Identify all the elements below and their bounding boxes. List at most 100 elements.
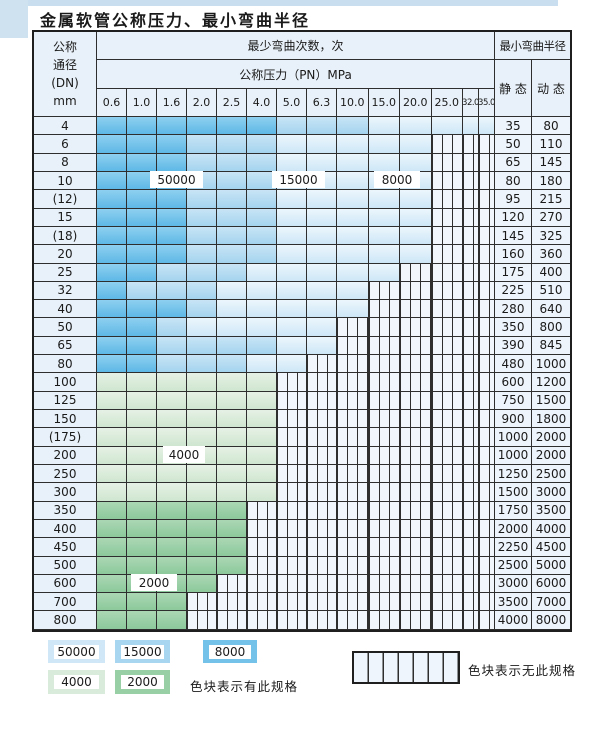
pressure-value-header: 25.0 [431, 89, 463, 117]
spec-cell [157, 208, 187, 227]
no-spec-cell [307, 464, 337, 484]
no-spec-cell [431, 391, 463, 410]
no-spec-cell [368, 355, 400, 374]
dn-cell: 20 [34, 245, 97, 264]
no-spec-cell [337, 538, 369, 557]
spec-cell [157, 190, 187, 209]
static-radius-cell: 145 [495, 226, 532, 246]
spec-cell [400, 245, 432, 264]
no-spec-cell [307, 501, 337, 520]
no-spec-cell [368, 501, 400, 520]
no-spec-cell [368, 391, 400, 410]
no-spec-cell [463, 410, 479, 429]
no-spec-cell [463, 336, 479, 356]
no-spec-cell [463, 501, 479, 520]
no-spec-cell [479, 355, 495, 374]
legend-label-15000: 15000 [121, 644, 164, 659]
spec-cell [337, 300, 369, 319]
no-spec-cell [400, 538, 432, 557]
table-row-dn-400: 400 2000 4000 [34, 519, 570, 539]
no-spec-cell [247, 519, 277, 539]
spec-cell [217, 538, 247, 557]
no-spec-cell [479, 208, 495, 227]
spec-cell [247, 281, 277, 301]
static-radius-cell: 2000 [495, 519, 532, 539]
no-spec-cell [400, 556, 432, 575]
no-spec-cell [463, 611, 479, 630]
spec-cell [97, 428, 127, 447]
no-spec-cell [479, 391, 495, 410]
dn-cell: 450 [34, 538, 97, 557]
spec-cell [307, 245, 337, 264]
dn-cell: 6 [34, 135, 97, 154]
table-row-dn-15: 15 120 270 [34, 208, 570, 227]
no-spec-cell [307, 483, 337, 502]
dynamic-radius-cell: 2000 [532, 428, 570, 447]
spec-cell [127, 556, 157, 575]
no-spec-cell [400, 391, 432, 410]
no-spec-cell [400, 446, 432, 465]
table-row-dn-200: 200 1000 2000 [34, 446, 570, 465]
no-spec-cell [431, 611, 463, 630]
no-spec-cell [400, 336, 432, 356]
no-spec-cell [400, 501, 432, 520]
spec-cell [97, 226, 127, 246]
no-spec-cell [400, 281, 432, 301]
dynamic-radius-cell: 80 [532, 117, 570, 136]
no-spec-cell [337, 318, 369, 337]
spec-cell [127, 355, 157, 374]
spec-cell [368, 263, 400, 282]
no-spec-cell [463, 135, 479, 154]
spec-cell [127, 336, 157, 356]
spec-cell [187, 226, 217, 246]
spec-cell [307, 153, 337, 172]
dn-cell: 600 [34, 574, 97, 594]
no-spec-cell [463, 538, 479, 557]
no-spec-cell [400, 611, 432, 630]
pressure-value-header: 35.0 [479, 89, 495, 117]
no-spec-cell [337, 428, 369, 447]
spec-cell [368, 226, 400, 246]
cycles-label-50000: 50000 [150, 171, 203, 188]
spec-cell [187, 519, 217, 539]
spec-cell [97, 574, 127, 594]
pressure-values-row: 0.6 1.0 1.6 2.0 2.5 4.0 5.0 6.3 10.0 15.0 20.0 25.0… [97, 89, 495, 117]
spec-cell [217, 117, 247, 136]
spec-cell [127, 373, 157, 392]
no-spec-cell [463, 226, 479, 246]
static-radius-cell: 2500 [495, 556, 532, 575]
dynamic-radius-cell: 4000 [532, 519, 570, 539]
pressure-value-header: 15.0 [368, 89, 400, 117]
no-spec-cell [247, 538, 277, 557]
static-radius-cell: 900 [495, 410, 532, 429]
no-spec-cell [463, 245, 479, 264]
table-row-dn-300: 300 1500 3000 [34, 483, 570, 502]
spec-cell [157, 464, 187, 484]
no-spec-cell [431, 556, 463, 575]
spec-cell [277, 208, 307, 227]
spec-cell [217, 355, 247, 374]
page-title: 金属软管公称压力、最小弯曲半径 [40, 11, 311, 30]
no-spec-cell [307, 538, 337, 557]
static-radius-cell: 1750 [495, 501, 532, 520]
spec-cell [157, 410, 187, 429]
no-spec-cell [277, 538, 307, 557]
spec-cell [157, 318, 187, 337]
spec-cell [479, 117, 495, 136]
spec-cell [187, 263, 217, 282]
no-spec-cell [479, 464, 495, 484]
dynamic-radius-cell: 800 [532, 318, 570, 337]
dn-cell: 40 [34, 300, 97, 319]
dn-cell: 25 [34, 263, 97, 282]
no-spec-cell [400, 483, 432, 502]
spec-cell [187, 410, 217, 429]
dynamic-radius-cell: 3500 [532, 501, 570, 520]
no-spec-cell [307, 428, 337, 447]
cycles-label-4000: 4000 [163, 446, 205, 463]
legend-label-8000: 8000 [209, 644, 251, 659]
pressure-value-header: 0.6 [97, 89, 127, 117]
spec-cell [187, 300, 217, 319]
static-radius-cell: 175 [495, 263, 532, 282]
spec-cell [187, 538, 217, 557]
spec-cell [157, 300, 187, 319]
